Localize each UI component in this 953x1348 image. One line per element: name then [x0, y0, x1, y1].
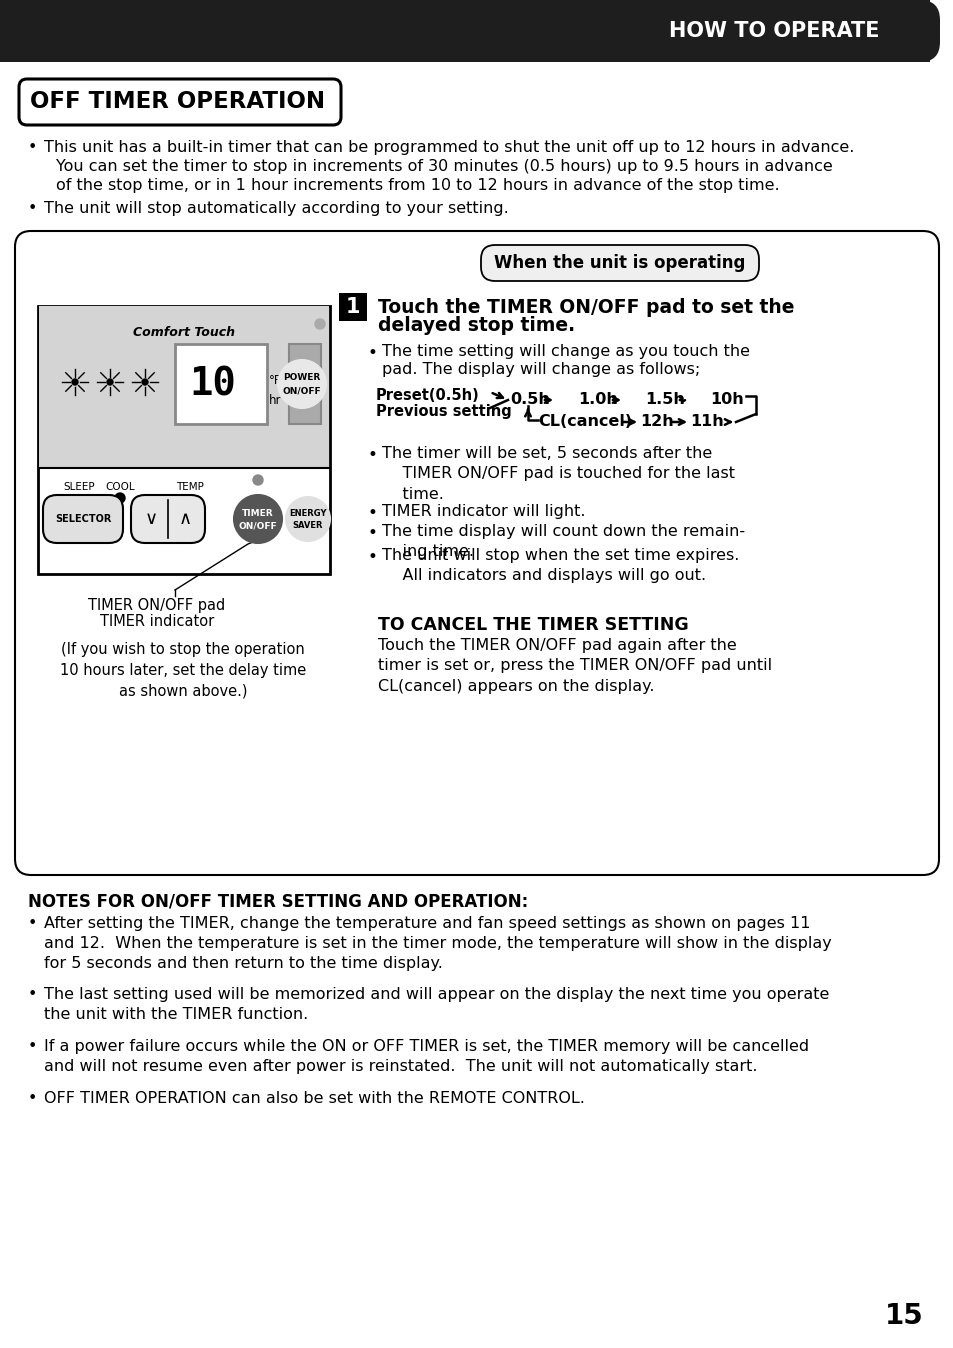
Text: Preset(0.5h): Preset(0.5h) [375, 388, 479, 403]
FancyBboxPatch shape [131, 495, 205, 543]
Text: of the stop time, or in 1 hour increments from 10 to 12 hours in advance of the : of the stop time, or in 1 hour increment… [56, 178, 779, 193]
FancyBboxPatch shape [15, 231, 938, 875]
FancyBboxPatch shape [338, 293, 367, 321]
Text: ON/OFF: ON/OFF [282, 387, 321, 395]
Text: •: • [28, 140, 37, 155]
Text: OFF TIMER OPERATION: OFF TIMER OPERATION [30, 90, 325, 113]
Text: SLEEP: SLEEP [63, 483, 94, 492]
Text: You can set the timer to stop in increments of 30 minutes (0.5 hours) up to 9.5 : You can set the timer to stop in increme… [56, 159, 832, 174]
Text: Touch the TIMER ON/OFF pad again after the
timer is set or, press the TIMER ON/O: Touch the TIMER ON/OFF pad again after t… [377, 638, 771, 694]
Text: 12h: 12h [639, 414, 673, 429]
Text: The unit will stop when the set time expires.
    All indicators and displays wi: The unit will stop when the set time exp… [381, 549, 739, 584]
Text: ∧: ∧ [178, 510, 192, 528]
Text: When the unit is operating: When the unit is operating [494, 253, 745, 272]
Text: 10: 10 [190, 365, 236, 403]
Text: TIMER indicator: TIMER indicator [100, 613, 213, 630]
FancyBboxPatch shape [0, 0, 939, 62]
Text: The time setting will change as you touch the: The time setting will change as you touc… [381, 344, 749, 359]
Text: After setting the TIMER, change the temperature and fan speed settings as shown : After setting the TIMER, change the temp… [44, 917, 831, 971]
Text: •: • [368, 446, 377, 464]
Text: COOL: COOL [105, 483, 134, 492]
Text: 0.5h: 0.5h [510, 392, 549, 407]
Text: •: • [28, 1091, 37, 1105]
Text: The timer will be set, 5 seconds after the
    TIMER ON/OFF pad is touched for t: The timer will be set, 5 seconds after t… [381, 446, 734, 501]
Text: SELECTOR: SELECTOR [54, 514, 112, 524]
FancyBboxPatch shape [38, 306, 330, 574]
Text: The last setting used will be memorized and will appear on the display the next : The last setting used will be memorized … [44, 987, 828, 1022]
Text: Comfort Touch: Comfort Touch [132, 326, 234, 338]
Text: 10h: 10h [709, 392, 743, 407]
FancyBboxPatch shape [174, 344, 267, 425]
Text: •: • [368, 549, 377, 566]
Text: pad. The display will change as follows;: pad. The display will change as follows; [381, 363, 700, 377]
Text: This unit has a built-in timer that can be programmed to shut the unit off up to: This unit has a built-in timer that can … [44, 140, 854, 155]
Text: TEMP: TEMP [176, 483, 204, 492]
Text: ENERGY: ENERGY [289, 508, 327, 518]
Circle shape [115, 493, 125, 503]
Text: SAVER: SAVER [293, 522, 323, 531]
Text: The unit will stop automatically according to your setting.: The unit will stop automatically accordi… [44, 201, 508, 216]
Text: 1.5h: 1.5h [644, 392, 684, 407]
Text: •: • [368, 504, 377, 522]
Circle shape [286, 497, 330, 541]
Text: °F: °F [269, 373, 281, 387]
Text: •: • [368, 524, 377, 542]
Circle shape [314, 319, 325, 329]
Text: 1.0h: 1.0h [578, 392, 618, 407]
Text: 15: 15 [884, 1302, 923, 1330]
Text: •: • [28, 1039, 37, 1054]
Text: •: • [28, 201, 37, 216]
Text: The time display will count down the remain-
    ing time.: The time display will count down the rem… [381, 524, 744, 559]
Text: TO CANCEL THE TIMER SETTING: TO CANCEL THE TIMER SETTING [377, 616, 688, 634]
Circle shape [142, 379, 148, 386]
Circle shape [277, 360, 326, 408]
Bar [39, 306, 329, 468]
Text: •: • [368, 344, 377, 363]
Text: Previous setting: Previous setting [375, 404, 511, 419]
Text: TIMER ON/OFF pad: TIMER ON/OFF pad [89, 599, 226, 613]
Text: If a power failure occurs while the ON or OFF TIMER is set, the TIMER memory wil: If a power failure occurs while the ON o… [44, 1039, 808, 1074]
Text: HOW TO OPERATE: HOW TO OPERATE [669, 22, 879, 40]
Text: OFF TIMER OPERATION can also be set with the REMOTE CONTROL.: OFF TIMER OPERATION can also be set with… [44, 1091, 584, 1105]
Text: hr: hr [269, 394, 281, 407]
Text: •: • [28, 987, 37, 1002]
Text: •: • [28, 917, 37, 931]
Text: delayed stop time.: delayed stop time. [377, 315, 575, 336]
Bar [0, 0, 929, 62]
Bar [289, 344, 320, 425]
Text: 1: 1 [345, 297, 360, 317]
Text: Touch the TIMER ON/OFF pad to set the: Touch the TIMER ON/OFF pad to set the [377, 298, 794, 317]
Text: ∨: ∨ [144, 510, 157, 528]
Text: POWER: POWER [283, 373, 320, 383]
Circle shape [253, 474, 263, 485]
Text: TIMER indicator will light.: TIMER indicator will light. [381, 504, 585, 519]
Text: 11h: 11h [689, 414, 723, 429]
FancyBboxPatch shape [19, 80, 340, 125]
Text: TIMER: TIMER [242, 508, 274, 518]
Text: ON/OFF: ON/OFF [238, 522, 277, 531]
Text: (If you wish to stop the operation
10 hours later, set the delay time
as shown a: (If you wish to stop the operation 10 ho… [60, 642, 306, 700]
FancyBboxPatch shape [480, 245, 759, 280]
FancyBboxPatch shape [43, 495, 123, 543]
Circle shape [107, 379, 112, 386]
Circle shape [71, 379, 78, 386]
Circle shape [233, 495, 282, 543]
Text: NOTES FOR ON/OFF TIMER SETTING AND OPERATION:: NOTES FOR ON/OFF TIMER SETTING AND OPERA… [28, 892, 528, 910]
Text: CL(cancel): CL(cancel) [537, 414, 632, 429]
